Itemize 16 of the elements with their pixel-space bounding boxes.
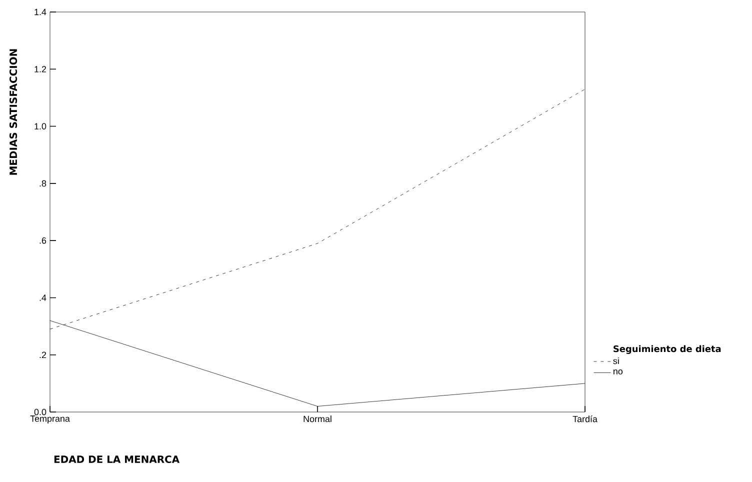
y-tick-label: .6 (40, 237, 46, 244)
y-axis-title: MEDIAS SATISFACCION (10, 49, 18, 175)
y-tick-label: .2 (40, 352, 46, 358)
y-tick-label: 1.0 (34, 123, 46, 130)
y-tick-label: .8 (40, 180, 46, 187)
y-tick-label: .4 (40, 294, 46, 301)
x-tick-label: Normal (304, 416, 332, 422)
y-tick-label: 1.2 (34, 66, 46, 72)
y-tick-label: 0.0 (34, 408, 46, 416)
y-tick-label: 1.4 (34, 8, 46, 16)
x-tick-label: Temprana (30, 416, 70, 424)
x-axis-title: EDAD DE LA MENARCA (54, 456, 180, 464)
legend-label: no (614, 369, 623, 374)
x-tick-label: Tardía (572, 416, 598, 422)
legend-title: Seguimiento de dieta (614, 345, 721, 354)
legend-label: si (613, 358, 619, 364)
